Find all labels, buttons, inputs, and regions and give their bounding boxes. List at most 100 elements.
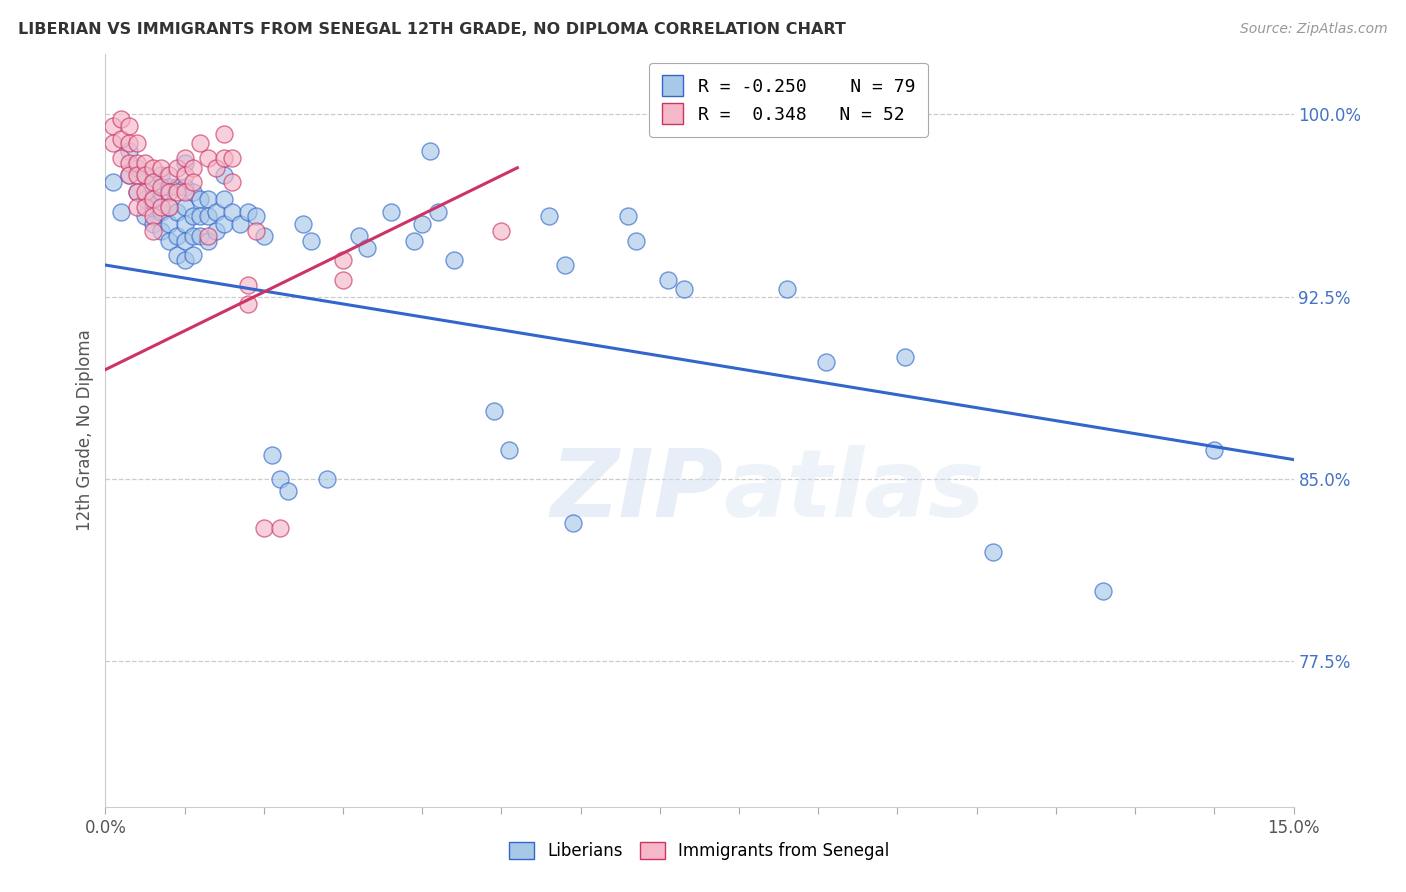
Point <box>157 200 180 214</box>
Point <box>498 442 520 457</box>
Point <box>142 210 165 224</box>
Point <box>981 545 1004 559</box>
Point <box>356 241 378 255</box>
Point <box>253 521 276 535</box>
Point <box>142 175 165 189</box>
Point <box>221 204 243 219</box>
Point <box>173 185 195 199</box>
Point <box>149 200 172 214</box>
Point <box>561 516 583 530</box>
Point <box>411 217 433 231</box>
Point <box>181 161 204 175</box>
Point <box>894 351 917 365</box>
Point <box>190 193 212 207</box>
Point <box>110 204 132 219</box>
Point <box>491 224 513 238</box>
Point <box>260 448 283 462</box>
Point <box>173 151 195 165</box>
Point <box>427 204 450 219</box>
Point <box>127 185 149 199</box>
Point <box>173 200 195 214</box>
Point <box>166 161 188 175</box>
Point <box>236 204 259 219</box>
Point <box>482 404 505 418</box>
Point <box>236 277 259 292</box>
Point <box>269 472 291 486</box>
Point <box>214 127 236 141</box>
Point <box>173 180 195 194</box>
Point <box>166 204 188 219</box>
Point <box>166 180 188 194</box>
Text: ZIP: ZIP <box>550 445 723 537</box>
Point <box>617 210 640 224</box>
Point <box>269 521 291 535</box>
Point <box>332 272 354 286</box>
Point <box>292 217 315 231</box>
Y-axis label: 12th Grade, No Diploma: 12th Grade, No Diploma <box>76 329 94 532</box>
Point <box>1204 442 1226 457</box>
Point <box>181 210 204 224</box>
Point <box>197 228 219 243</box>
Point <box>127 185 149 199</box>
Point <box>142 161 165 175</box>
Point <box>110 151 132 165</box>
Point <box>142 217 165 231</box>
Point <box>277 484 299 499</box>
Point <box>332 253 354 268</box>
Point <box>127 200 149 214</box>
Point <box>142 193 165 207</box>
Point <box>142 193 165 207</box>
Point <box>103 120 125 134</box>
Point <box>157 217 180 231</box>
Point <box>173 217 195 231</box>
Point <box>299 234 322 248</box>
Point <box>775 282 797 296</box>
Point <box>181 228 204 243</box>
Point <box>134 168 156 182</box>
Text: LIBERIAN VS IMMIGRANTS FROM SENEGAL 12TH GRADE, NO DIPLOMA CORRELATION CHART: LIBERIAN VS IMMIGRANTS FROM SENEGAL 12TH… <box>18 22 846 37</box>
Point <box>229 217 252 231</box>
Point <box>134 156 156 170</box>
Point <box>118 168 141 182</box>
Point <box>134 210 156 224</box>
Point <box>197 193 219 207</box>
Point <box>672 282 695 296</box>
Point <box>127 161 149 175</box>
Point <box>419 144 441 158</box>
Point <box>214 168 236 182</box>
Point <box>110 112 132 127</box>
Point <box>166 228 188 243</box>
Point <box>205 204 228 219</box>
Point <box>118 156 141 170</box>
Point <box>134 168 156 182</box>
Point <box>181 175 204 189</box>
Point <box>214 151 236 165</box>
Point <box>149 185 172 199</box>
Point <box>157 168 180 182</box>
Point <box>554 258 576 272</box>
Point <box>443 253 465 268</box>
Point <box>316 472 339 486</box>
Legend: Liberians, Immigrants from Senegal: Liberians, Immigrants from Senegal <box>503 835 896 867</box>
Point <box>118 136 141 151</box>
Point <box>236 297 259 311</box>
Point <box>181 248 204 262</box>
Point <box>181 185 204 199</box>
Point <box>157 185 180 199</box>
Point <box>173 234 195 248</box>
Point <box>173 168 195 182</box>
Point <box>134 193 156 207</box>
Point <box>157 200 180 214</box>
Point <box>142 224 165 238</box>
Point <box>657 272 679 286</box>
Point <box>253 228 276 243</box>
Point <box>190 228 212 243</box>
Point <box>157 180 180 194</box>
Point <box>127 156 149 170</box>
Point <box>110 131 132 145</box>
Point <box>197 210 219 224</box>
Point <box>815 355 838 369</box>
Point <box>118 168 141 182</box>
Point <box>157 234 180 248</box>
Point <box>118 120 141 134</box>
